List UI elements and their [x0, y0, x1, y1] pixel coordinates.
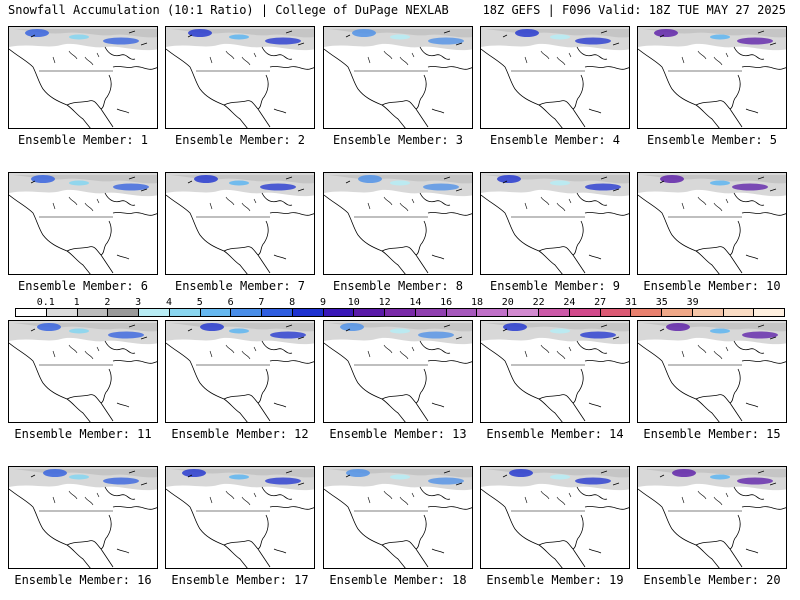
map-panel-member-11 [8, 320, 158, 423]
scale-label: 9 [319, 297, 327, 308]
member-caption: Ensemble Member: 19 [486, 573, 624, 587]
member-caption: Ensemble Member: 2 [174, 133, 306, 147]
scale-swatch [108, 309, 140, 316]
scale-label: 2 [104, 297, 111, 308]
valid-time: 18Z GEFS | F096 Valid: 18Z TUE MAY 27 20… [482, 3, 786, 17]
map-panel-member-7 [165, 172, 315, 275]
member-caption: Ensemble Member: 7 [174, 279, 306, 293]
scale-label: 3 [135, 297, 142, 308]
member-caption: Ensemble Member: 9 [489, 279, 621, 293]
scale-label: 31 [624, 297, 638, 308]
scale-label: 0.1 [36, 297, 55, 308]
scale-label: 7 [258, 297, 265, 308]
scale-label: 24 [563, 297, 576, 308]
map-panel-member-12 [165, 320, 315, 423]
map-panel-member-18 [323, 466, 473, 569]
scale-swatch [446, 309, 478, 316]
member-caption: Ensemble Member: 15 [643, 427, 781, 441]
scale-swatch [292, 309, 324, 316]
scale-swatch [754, 309, 785, 316]
member-caption: Ensemble Member: 13 [329, 427, 467, 441]
member-caption: Ensemble Member: 8 [332, 279, 464, 293]
member-caption: Ensemble Member: 14 [486, 427, 624, 441]
scale-label: 22 [532, 297, 545, 308]
map-panel-member-17 [165, 466, 315, 569]
scale-swatch [323, 309, 355, 316]
scale-label: 8 [289, 297, 296, 308]
scale-label: 12 [378, 297, 391, 308]
scale-bar [15, 308, 785, 317]
scale-swatch [723, 309, 755, 316]
member-caption: Ensemble Member: 20 [643, 573, 781, 587]
map-panel-member-5 [637, 26, 787, 129]
scale-labels: 0.1 1 2 3 4 5 6 7 8 9 10 12 14 16 18 20 22 24 27 31 35 39 [15, 297, 785, 308]
scale-label: 18 [470, 297, 484, 308]
scale-label: 14 [409, 297, 422, 308]
map-panel-member-9 [480, 172, 630, 275]
scale-label: 6 [227, 297, 234, 308]
map-panel-member-2 [165, 26, 315, 129]
member-caption: Ensemble Member: 12 [171, 427, 309, 441]
map-panel-member-16 [8, 466, 158, 569]
scale-swatch [662, 309, 693, 316]
member-caption: Ensemble Member: 5 [646, 133, 778, 147]
scale-swatch [508, 309, 540, 316]
scale-swatch [569, 309, 601, 316]
product-title: Snowfall Accumulation (10:1 Ratio) | Col… [8, 3, 449, 17]
scale-label: 20 [501, 297, 514, 308]
member-caption: Ensemble Member: 11 [14, 427, 152, 441]
scale-swatch [600, 309, 632, 316]
scale-label: 5 [196, 297, 203, 308]
member-caption: Ensemble Member: 16 [14, 573, 152, 587]
member-caption: Ensemble Member: 6 [17, 279, 149, 293]
map-panel-member-13 [323, 320, 473, 423]
scale-label: 39 [686, 297, 699, 308]
map-panel-member-4 [480, 26, 630, 129]
scale-swatch [385, 309, 416, 316]
scale-label: 1 [73, 297, 80, 308]
scale-swatch [262, 309, 293, 316]
map-panel-member-1 [8, 26, 158, 129]
map-panel-member-3 [323, 26, 473, 129]
scale-swatch [631, 309, 663, 316]
member-caption: Ensemble Member: 18 [329, 573, 467, 587]
map-panel-member-10 [637, 172, 787, 275]
scale-label: 35 [655, 297, 668, 308]
map-panel-member-8 [323, 172, 473, 275]
map-panel-member-6 [8, 172, 158, 275]
map-panel-member-14 [480, 320, 630, 423]
scale-swatch [477, 309, 509, 316]
scale-swatch [46, 309, 78, 316]
member-caption: Ensemble Member: 4 [489, 133, 621, 147]
scale-swatch [16, 309, 47, 316]
map-panel-member-19 [480, 466, 630, 569]
member-caption: Ensemble Member: 17 [171, 573, 309, 587]
scale-swatch [354, 309, 386, 316]
member-caption: Ensemble Member: 1 [17, 133, 149, 147]
map-panel-member-15 [637, 320, 787, 423]
scale-swatch [200, 309, 232, 316]
scale-swatch [415, 309, 447, 316]
scale-label: 4 [165, 297, 173, 308]
scale-label: 27 [594, 297, 607, 308]
scale-swatch [77, 309, 109, 316]
scale-swatch [539, 309, 570, 316]
snowfall-color-scale: 0.1 1 2 3 4 5 6 7 8 9 10 12 14 16 18 20 22 24 27 31 35 39 [15, 297, 785, 317]
map-panel-member-20 [637, 466, 787, 569]
scale-swatch [692, 309, 724, 316]
scale-swatch [169, 309, 201, 316]
scale-swatch [231, 309, 263, 316]
scale-label: 16 [440, 297, 453, 308]
scale-swatch [139, 309, 170, 316]
member-caption: Ensemble Member: 3 [332, 133, 464, 147]
member-caption: Ensemble Member: 10 [643, 279, 781, 293]
scale-label: 10 [347, 297, 360, 308]
